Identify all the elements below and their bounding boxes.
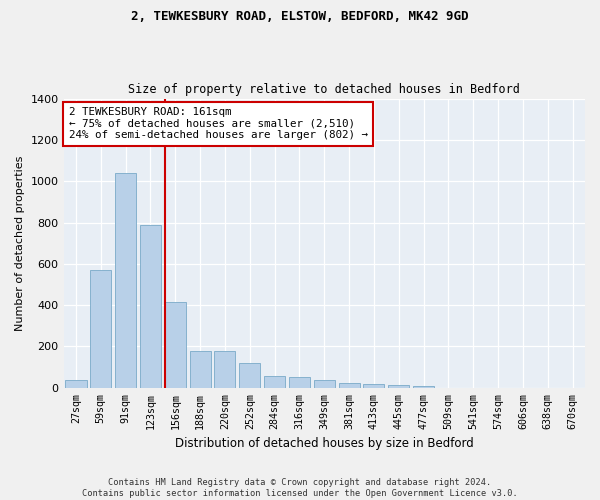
Bar [388,384,409,388]
Bar [413,386,434,388]
Bar [314,380,335,388]
Bar [140,224,161,388]
Bar [289,378,310,388]
Bar [239,363,260,388]
Bar [165,302,186,388]
Bar [214,350,235,388]
Bar [190,350,211,388]
Bar [264,376,285,388]
Title: Size of property relative to detached houses in Bedford: Size of property relative to detached ho… [128,83,520,96]
X-axis label: Distribution of detached houses by size in Bedford: Distribution of detached houses by size … [175,437,473,450]
Y-axis label: Number of detached properties: Number of detached properties [15,156,25,331]
Bar [115,173,136,388]
Text: Contains HM Land Registry data © Crown copyright and database right 2024.
Contai: Contains HM Land Registry data © Crown c… [82,478,518,498]
Text: 2 TEWKESBURY ROAD: 161sqm
← 75% of detached houses are smaller (2,510)
24% of se: 2 TEWKESBURY ROAD: 161sqm ← 75% of detac… [69,107,368,140]
Bar [364,384,385,388]
Bar [65,380,86,388]
Text: 2, TEWKESBURY ROAD, ELSTOW, BEDFORD, MK42 9GD: 2, TEWKESBURY ROAD, ELSTOW, BEDFORD, MK4… [131,10,469,23]
Bar [338,384,359,388]
Bar [90,270,112,388]
